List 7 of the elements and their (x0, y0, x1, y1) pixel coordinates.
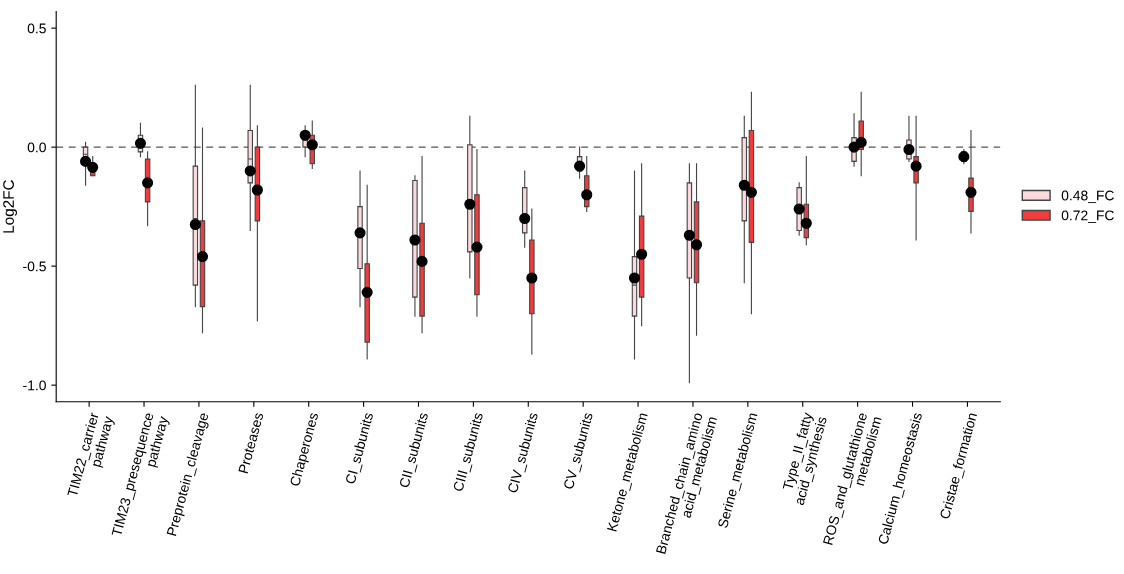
y-tick-label: 0.5 (27, 23, 46, 34)
legend-label: 0.72_FC (1061, 210, 1114, 223)
legend-label: 0.48_FC (1061, 190, 1114, 204)
y-tick-label: -1.0 (23, 380, 46, 391)
y-tick-label: 0.0 (27, 142, 46, 153)
y-axis-title: Log2FC (3, 180, 17, 233)
y-tick-label: -0.5 (23, 261, 46, 272)
